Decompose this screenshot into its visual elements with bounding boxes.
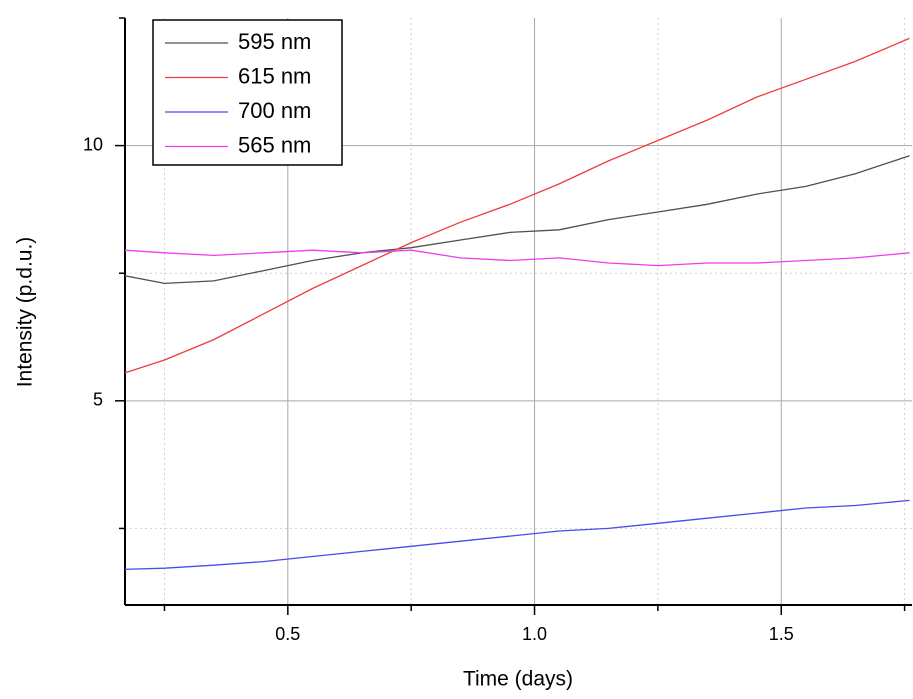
legend-label: 615 nm: [238, 63, 311, 88]
y-tick-label: 5: [93, 390, 103, 410]
legend-label: 565 nm: [238, 132, 311, 157]
legend-label: 700 nm: [238, 98, 311, 123]
y-tick-label: 10: [83, 134, 103, 154]
x-tick-label: 1.0: [522, 624, 547, 644]
x-axis-label: Time (days): [463, 668, 573, 691]
data-line: [124, 249, 910, 267]
x-tick-label: 0.5: [275, 624, 300, 644]
data-line: [124, 499, 910, 570]
legend-label: 595 nm: [238, 29, 311, 54]
y-axis-label: Intensity (p.d.u.): [14, 237, 37, 388]
legend-box: [152, 19, 343, 166]
data-line: [124, 37, 910, 374]
x-tick-label: 1.5: [769, 624, 794, 644]
data-line: [124, 155, 910, 285]
